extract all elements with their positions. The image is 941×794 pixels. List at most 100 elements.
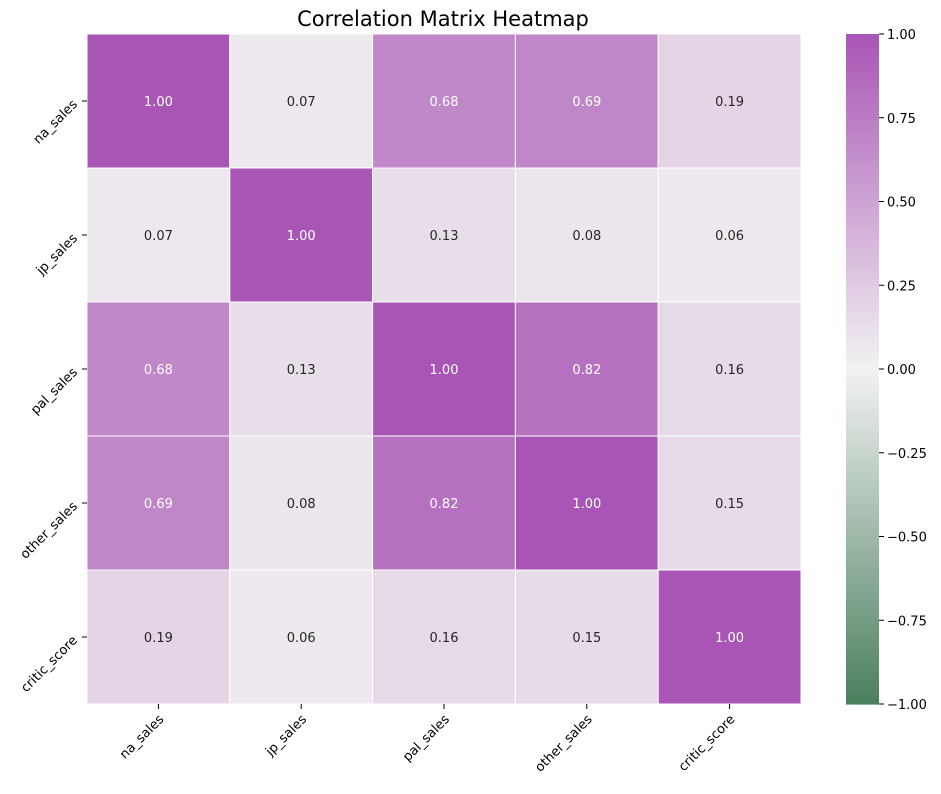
colorbar-gradient-band bbox=[846, 151, 879, 156]
colorbar-gradient-band bbox=[846, 111, 879, 115]
colorbar-gradient-band bbox=[846, 409, 879, 414]
colorbar-gradient-band bbox=[846, 164, 879, 169]
colorbar-gradient-band bbox=[846, 127, 879, 132]
colorbar-gradient-band bbox=[846, 271, 879, 276]
colorbar-gradient-band bbox=[846, 680, 879, 685]
heatmap-cell bbox=[86, 569, 231, 705]
colorbar-gradient-band bbox=[846, 425, 879, 430]
colorbar-gradient-band bbox=[846, 513, 879, 517]
colorbar-gradient-band bbox=[846, 369, 879, 373]
colorbar-gradient-band bbox=[846, 54, 879, 59]
colorbar-gradient-band bbox=[846, 442, 879, 447]
x-tick-label: other_sales bbox=[533, 712, 596, 775]
colorbar-gradient-band bbox=[846, 345, 879, 350]
colorbar-gradient-band bbox=[846, 660, 879, 665]
cell-value-label: 0.13 bbox=[430, 229, 459, 244]
cell-value-label: 0.19 bbox=[715, 95, 744, 110]
colorbar-gradient-band bbox=[846, 77, 879, 82]
colorbar-gradient-band bbox=[846, 422, 879, 427]
colorbar-gradient-band bbox=[846, 546, 879, 551]
colorbar-gradient-band bbox=[846, 623, 879, 628]
colorbar-gradient-band bbox=[846, 121, 879, 126]
colorbar-gradient-band bbox=[846, 131, 879, 136]
x-tick-label: pal_sales bbox=[400, 712, 453, 765]
colorbar-gradient-band bbox=[846, 358, 879, 363]
heatmap-cell bbox=[657, 33, 802, 169]
colorbar-gradient-band bbox=[846, 432, 879, 437]
colorbar-gradient-band bbox=[846, 228, 879, 233]
cell-value-label: 0.69 bbox=[144, 497, 173, 512]
colorbar-gradient-band bbox=[846, 248, 879, 253]
colorbar-gradient-band bbox=[846, 315, 879, 320]
colorbar-gradient-band bbox=[846, 168, 879, 172]
colorbar-gradient-band bbox=[846, 97, 879, 102]
colorbar-gradient-band bbox=[846, 188, 879, 193]
colorbar-gradient-band bbox=[846, 529, 879, 534]
x-tick-label: jp_sales bbox=[262, 712, 310, 760]
colorbar-gradient-band bbox=[846, 285, 879, 290]
colorbar-gradient-band bbox=[846, 70, 879, 75]
colorbar-gradient-band bbox=[846, 670, 879, 675]
colorbar-gradient-band bbox=[846, 616, 879, 621]
colorbar-tick-label: 1.00 bbox=[887, 28, 916, 43]
colorbar-gradient-band bbox=[846, 87, 879, 92]
colorbar-gradient-band bbox=[846, 181, 879, 186]
colorbar-gradient-band bbox=[846, 218, 879, 223]
colorbar-gradient-band bbox=[846, 536, 879, 541]
colorbar-gradient-band bbox=[846, 305, 879, 310]
colorbar-gradient-band bbox=[846, 372, 879, 377]
colorbar-gradient-band bbox=[846, 144, 879, 149]
colorbar-gradient-band bbox=[846, 429, 879, 434]
colorbar-gradient-band bbox=[846, 690, 879, 695]
colorbar-gradient-band bbox=[846, 318, 879, 323]
colorbar-gradient-band bbox=[846, 503, 879, 507]
colorbar-gradient-band bbox=[846, 462, 879, 467]
cell-value-label: 0.82 bbox=[430, 497, 459, 512]
colorbar-gradient-band bbox=[846, 563, 879, 568]
heatmap-cell bbox=[229, 435, 374, 571]
colorbar-gradient-band bbox=[846, 298, 879, 303]
heatmap-cell bbox=[372, 569, 516, 705]
colorbar-gradient-band bbox=[846, 275, 879, 280]
colorbar-gradient-band bbox=[846, 379, 879, 383]
x-tick-label: critic_score bbox=[676, 712, 739, 775]
colorbar-gradient-band bbox=[846, 509, 879, 514]
colorbar-gradient-band bbox=[846, 382, 879, 387]
colorbar-gradient-band bbox=[846, 147, 879, 152]
colorbar-gradient-band bbox=[846, 174, 879, 179]
colorbar-gradient-band bbox=[846, 178, 879, 182]
colorbar-gradient-band bbox=[846, 516, 879, 521]
heatmap-cell bbox=[229, 301, 374, 437]
colorbar-gradient-band bbox=[846, 365, 879, 370]
colorbar-gradient-band bbox=[846, 241, 879, 246]
colorbar-gradient-band bbox=[846, 576, 879, 581]
colorbar-gradient-band bbox=[846, 342, 879, 347]
heatmap-cell bbox=[657, 301, 802, 437]
colorbar-gradient-band bbox=[846, 325, 879, 330]
colorbar-gradient-band bbox=[846, 496, 879, 501]
colorbar-gradient-band bbox=[846, 533, 879, 538]
colorbar-gradient-band bbox=[846, 255, 879, 260]
colorbar-gradient-band bbox=[846, 630, 879, 635]
y-tick-label: na_sales bbox=[31, 97, 81, 147]
colorbar-gradient-band bbox=[846, 506, 879, 511]
colorbar-gradient-band bbox=[846, 355, 879, 360]
colorbar-gradient-band bbox=[846, 141, 879, 146]
colorbar-gradient-band bbox=[846, 161, 879, 166]
colorbar-gradient-band bbox=[846, 265, 879, 270]
colorbar-gradient-band bbox=[846, 184, 879, 189]
colorbar-gradient-band bbox=[846, 559, 879, 564]
colorbar-gradient-band bbox=[846, 583, 879, 588]
heatmap-cell bbox=[229, 33, 374, 169]
colorbar-gradient-band bbox=[846, 539, 879, 544]
colorbar-gradient-band bbox=[846, 663, 879, 668]
colorbar-tick-label: −0.25 bbox=[887, 447, 927, 462]
colorbar-gradient-band bbox=[846, 221, 879, 226]
colorbar-gradient-band bbox=[846, 134, 879, 139]
colorbar-gradient-band bbox=[846, 84, 879, 89]
colorbar-gradient-band bbox=[846, 90, 879, 95]
cell-value-label: 0.06 bbox=[715, 229, 744, 244]
colorbar-gradient-band bbox=[846, 667, 879, 672]
heatmap-cell bbox=[372, 167, 516, 303]
colorbar-gradient-band bbox=[846, 312, 879, 316]
